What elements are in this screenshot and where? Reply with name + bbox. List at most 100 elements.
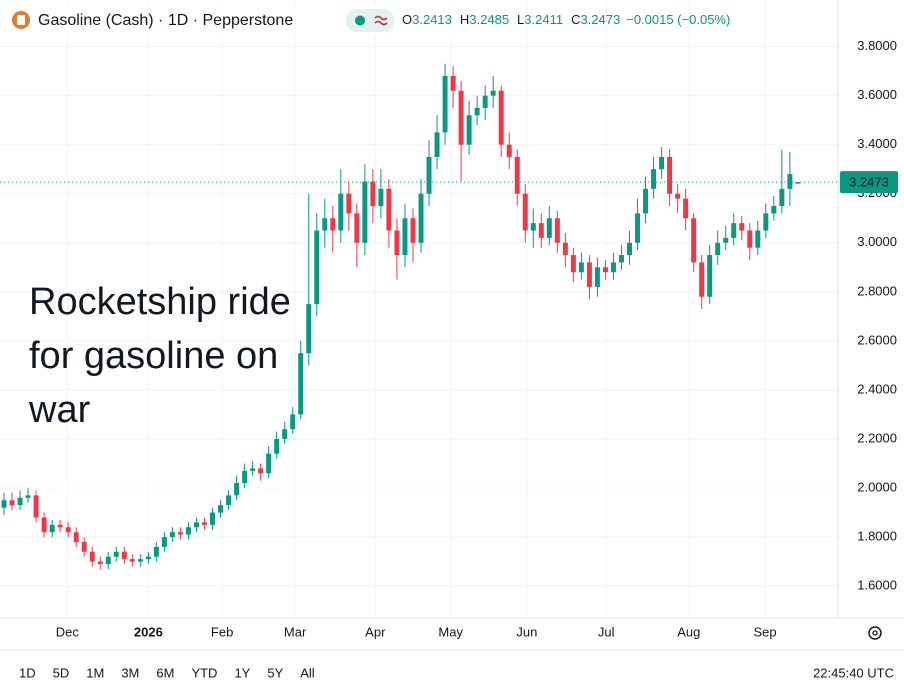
candle-body bbox=[338, 193, 344, 231]
candle-body bbox=[450, 76, 456, 91]
x-tick-label: 2026 bbox=[134, 624, 163, 639]
candle-body bbox=[386, 188, 392, 231]
candle-body bbox=[731, 223, 737, 238]
change-value: −0.0015 (−0.05%) bbox=[626, 12, 730, 27]
candle-body bbox=[362, 181, 368, 243]
candle-body bbox=[610, 262, 616, 273]
y-tick-label: 3.6000 bbox=[857, 87, 897, 102]
ohlc-values: O3.2413 H3.2485 L3.2411 C3.2473 −0.0015 (−0.… bbox=[402, 12, 730, 27]
x-tick-label: Sep bbox=[753, 624, 776, 639]
candle-body bbox=[723, 237, 729, 243]
x-tick-label: Apr bbox=[365, 624, 386, 639]
candle-body bbox=[290, 414, 296, 430]
candle-body bbox=[306, 304, 312, 354]
candle-body bbox=[169, 532, 175, 538]
candle-body bbox=[226, 495, 232, 506]
y-tick-label: 2.0000 bbox=[857, 479, 897, 494]
candle-body bbox=[530, 223, 536, 231]
candle-body bbox=[554, 218, 560, 243]
candle-body bbox=[771, 206, 777, 214]
candle-body bbox=[787, 174, 793, 189]
range-button[interactable]: 6M bbox=[156, 665, 174, 680]
candle-body bbox=[482, 95, 488, 108]
y-tick-label: 2.8000 bbox=[857, 283, 897, 298]
range-toolbar: 1D 5D 1M 3M 6M YTD 1Y 5Y All bbox=[19, 665, 315, 680]
candle-body bbox=[314, 230, 320, 305]
range-button[interactable]: 1M bbox=[86, 665, 104, 680]
range-button[interactable]: All bbox=[300, 665, 315, 680]
ohlc-label: H bbox=[460, 12, 469, 27]
candle-body bbox=[418, 193, 424, 243]
candle-body bbox=[322, 218, 328, 231]
candle-body bbox=[266, 453, 272, 474]
candle-body bbox=[81, 541, 87, 552]
candle-body bbox=[298, 353, 304, 415]
candle-body bbox=[394, 230, 400, 256]
candle-body bbox=[121, 551, 127, 560]
candle-body bbox=[586, 262, 592, 287]
candle-body bbox=[683, 198, 689, 219]
candle-body bbox=[402, 218, 408, 256]
y-tick-label: 2.4000 bbox=[857, 381, 897, 396]
settings-button[interactable] bbox=[868, 626, 882, 640]
data-delay-icon bbox=[374, 15, 388, 26]
ohlc-value: 3.2411 bbox=[524, 12, 563, 27]
candle-body bbox=[378, 188, 384, 206]
candle-body bbox=[602, 267, 608, 273]
ohlc-label: L bbox=[517, 12, 524, 27]
range-button[interactable]: 5D bbox=[53, 665, 70, 680]
candle-body bbox=[41, 517, 47, 533]
candle-body bbox=[65, 527, 71, 533]
candle-body bbox=[346, 193, 352, 214]
settings-icon bbox=[868, 626, 882, 640]
candle-body bbox=[627, 242, 632, 256]
candle-body bbox=[242, 470, 248, 484]
range-button[interactable]: YTD bbox=[191, 665, 217, 680]
y-tick-label: 3.0000 bbox=[857, 234, 897, 249]
candle-body bbox=[250, 468, 256, 471]
candle-body bbox=[57, 524, 63, 528]
candle-body bbox=[193, 522, 199, 528]
candle-body bbox=[434, 132, 440, 157]
candle-body bbox=[498, 90, 504, 145]
candle-body bbox=[258, 468, 264, 474]
candle-body bbox=[474, 107, 480, 116]
candle-body bbox=[763, 213, 769, 231]
x-tick-label: Aug bbox=[677, 624, 700, 639]
candle-body bbox=[618, 255, 624, 263]
y-tick-label: 1.6000 bbox=[857, 578, 897, 593]
candle-body bbox=[234, 483, 240, 496]
candle-body bbox=[370, 181, 376, 206]
candle-body bbox=[522, 193, 528, 231]
y-tick-label: 2.2000 bbox=[857, 430, 897, 445]
candle-body bbox=[691, 218, 697, 263]
candle-body bbox=[779, 188, 785, 206]
ohlc-label: C bbox=[571, 12, 580, 27]
candle-body bbox=[145, 556, 151, 560]
range-button[interactable]: 1Y bbox=[234, 665, 250, 680]
annotation-line: war bbox=[28, 389, 91, 431]
header: Gasoline (Cash) · 1D · Pepperstone O3.24… bbox=[0, 4, 730, 36]
y-tick-label: 2.6000 bbox=[857, 332, 897, 347]
candle-body bbox=[89, 551, 95, 562]
range-button[interactable]: 1D bbox=[19, 665, 36, 680]
annotation: Rocketship ride for gasoline on war bbox=[28, 281, 291, 431]
candle-body bbox=[105, 556, 111, 565]
market-status-dot bbox=[355, 15, 365, 26]
plot-area bbox=[0, 0, 838, 618]
candle-body bbox=[282, 429, 288, 439]
x-tick-label: Dec bbox=[56, 624, 80, 639]
y-tick-label: 1.8000 bbox=[857, 529, 897, 544]
symbol-title: Gasoline (Cash) · 1D · Pepperstone bbox=[38, 12, 293, 29]
last-price-label: 3.2473 bbox=[849, 175, 889, 190]
candle-body bbox=[466, 115, 472, 145]
status-badge[interactable] bbox=[346, 9, 394, 32]
ohlc-value: 3.2485 bbox=[469, 12, 509, 27]
candle-body bbox=[49, 524, 55, 533]
range-button[interactable]: 5Y bbox=[267, 665, 283, 680]
candle-body bbox=[594, 267, 600, 287]
range-button[interactable]: 3M bbox=[121, 665, 139, 680]
candle-body bbox=[426, 156, 432, 194]
x-tick-label: May bbox=[438, 624, 463, 639]
